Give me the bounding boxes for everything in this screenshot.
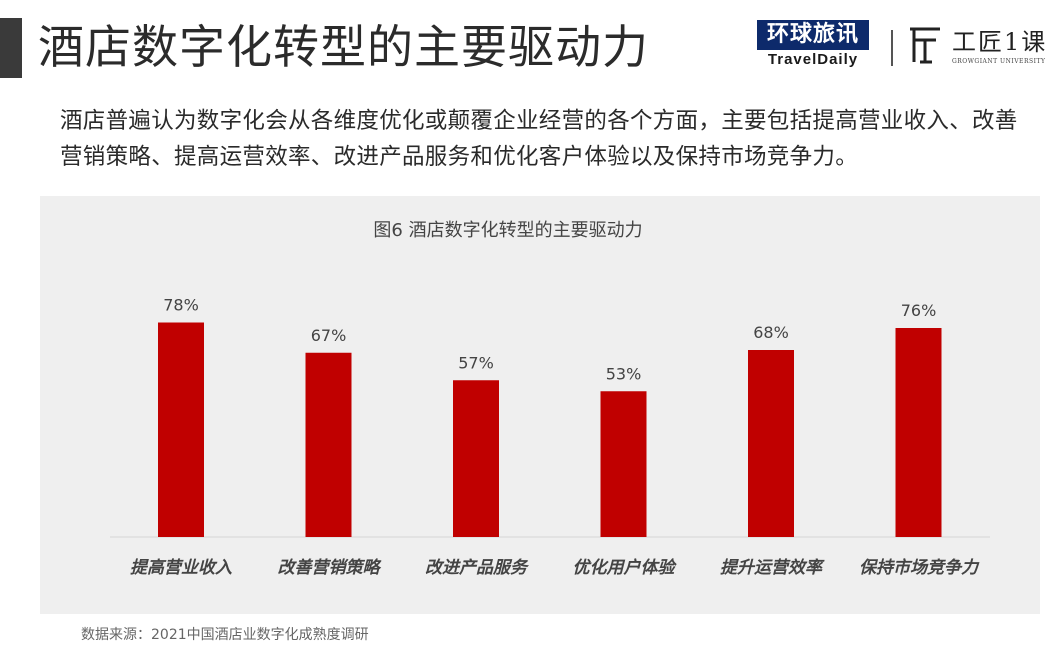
bar-2 (305, 352, 352, 537)
intro-paragraph: 酒店普遍认为数字化会从各维度优化或颠覆企业经营的各个方面，主要包括提高营业收入、… (60, 108, 1018, 170)
bar-5 (748, 350, 794, 537)
category-label-1: 提高营业收入 (130, 558, 232, 578)
data-source-note: 数据来源：2021中国酒店业数字化成熟度调研 (81, 627, 369, 643)
growgiant-mark-icon (910, 27, 940, 64)
chart-panel: 图6 酒店数字化转型的主要驱动力 78% 提高营业收入 67% 改善营销策略 57% 改进… (40, 196, 1040, 614)
bar-value-label-2: 67% (311, 326, 347, 345)
logo-divider (891, 30, 893, 66)
bar-value-label-4: 53% (606, 364, 642, 383)
bar-chart: 图6 酒店数字化转型的主要驱动力 78% 提高营业收入 67% 改善营销策略 57% 改进… (110, 220, 990, 579)
title-accent-bar (0, 18, 22, 78)
category-label-5: 提升运营效率 (720, 558, 825, 578)
growgiant-logo-en: GROWGIANT UNIVERSITY (952, 58, 1046, 65)
bar-value-label-3: 57% (458, 353, 494, 372)
chart-title: 图6 酒店数字化转型的主要驱动力 (373, 220, 642, 241)
bar-3 (453, 380, 499, 537)
page-title: 酒店数字化转型的主要驱动力 (38, 20, 649, 74)
bar-4 (600, 391, 647, 537)
traveldaily-logo-cn: 环球旅讯 (757, 20, 869, 50)
category-label-4: 优化用户体验 (573, 558, 678, 578)
category-label-3: 改进产品服务 (425, 558, 530, 578)
traveldaily-logo-en: TravelDaily (767, 51, 859, 68)
bar-value-label-1: 78% (163, 296, 199, 315)
traveldaily-logo: 环球旅讯 TravelDaily (757, 20, 869, 70)
bar-value-label-5: 68% (753, 323, 789, 342)
category-label-6: 保持市场竞争力 (859, 558, 980, 578)
bar-1 (158, 322, 204, 537)
category-label-2: 改善营销策略 (278, 558, 383, 578)
bar-6 (895, 328, 942, 537)
bar-value-label-6: 76% (901, 301, 937, 320)
growgiant-logo: 工匠1课 GROWGIANT UNIVERSITY (908, 22, 1058, 72)
bars-group: 78% 提高营业收入 67% 改善营销策略 57% 改进产品服务 53% 优化用户体验 68% 提… (130, 296, 980, 579)
growgiant-logo-cn: 工匠1课 (952, 28, 1048, 56)
